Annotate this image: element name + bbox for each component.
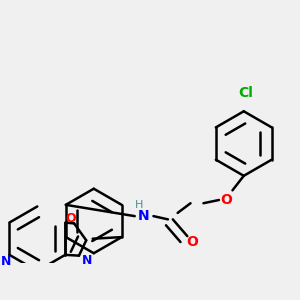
Text: N: N [1, 255, 11, 268]
Text: Cl: Cl [238, 86, 253, 100]
Text: N: N [138, 209, 150, 223]
Text: H: H [135, 200, 143, 210]
Text: O: O [186, 235, 198, 249]
Text: O: O [220, 193, 232, 207]
Text: O: O [66, 212, 76, 225]
Text: N: N [82, 254, 92, 267]
